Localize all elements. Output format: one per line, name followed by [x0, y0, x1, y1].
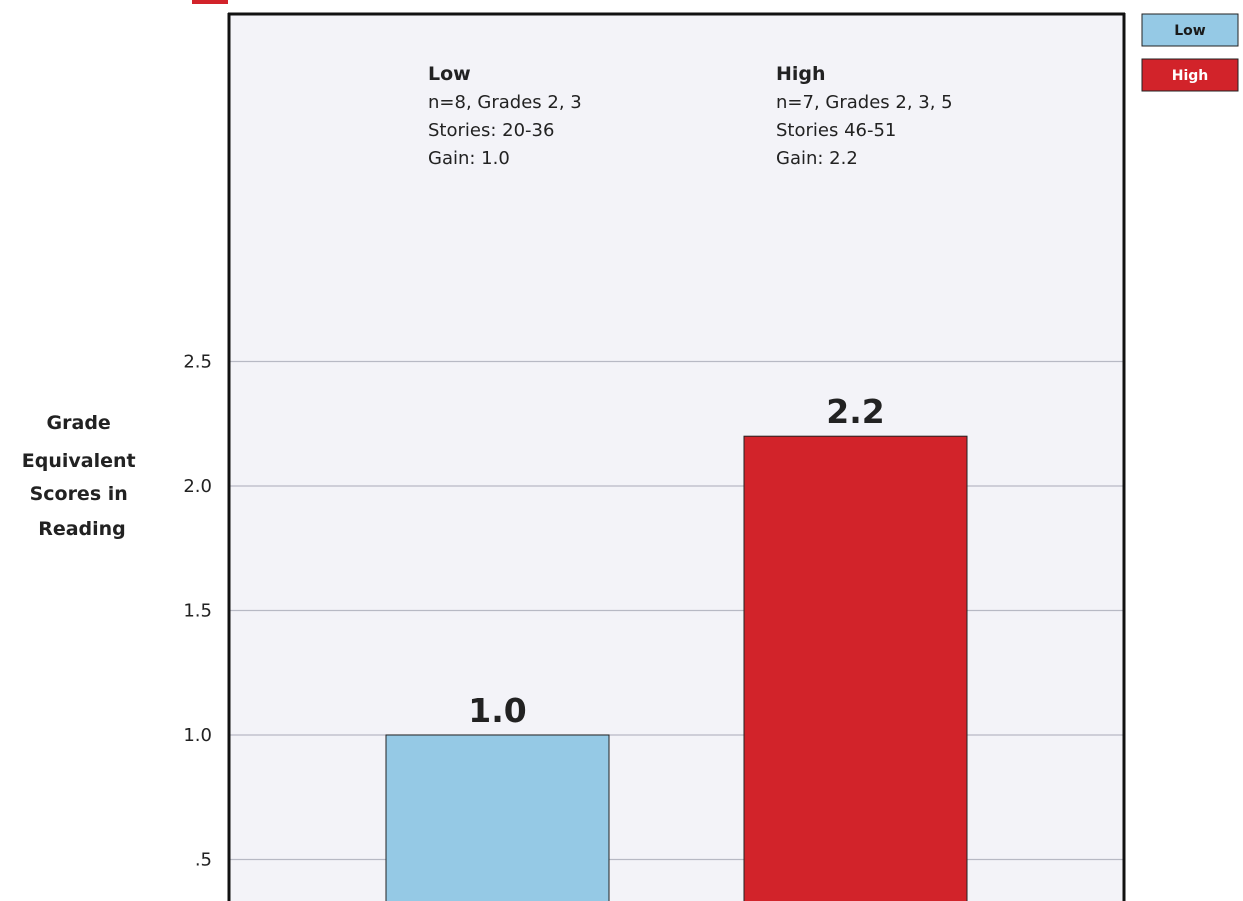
annotation-line: n=7, Grades 2, 3, 5: [776, 92, 953, 113]
annotation-title-high: High: [776, 63, 826, 85]
legend-label-high: High: [1172, 68, 1209, 84]
legend: Low High: [1141, 13, 1239, 92]
annotation-line: n=8, Grades 2, 3: [428, 92, 582, 113]
plot-area: [229, 14, 1124, 901]
y-axis-label-line: Scores in: [30, 483, 128, 505]
legend-label-low: Low: [1174, 23, 1206, 39]
y-tick-label: 1.0: [183, 725, 212, 746]
bar-low: [385, 734, 610, 901]
data-labels: 1.0 2.2: [468, 392, 884, 730]
y-tick-label: 2.5: [183, 352, 212, 373]
title-fragment: [192, 0, 228, 4]
y-tick-label: .5: [195, 850, 212, 871]
annotation-line: Stories 46-51: [776, 120, 896, 141]
group-annotations: Low n=8, Grades 2, 3 Stories: 20-36 Gain: 1…: [428, 63, 953, 169]
bars: [385, 435, 968, 901]
data-label-high: 2.2: [826, 392, 884, 431]
annotation-title-low: Low: [428, 63, 471, 85]
bar-high: [743, 435, 968, 901]
y-tick-label: 1.5: [183, 601, 212, 622]
annotation-line: Gain: 1.0: [428, 148, 510, 169]
y-axis-label: Grade Equivalent Scores in Reading: [22, 412, 142, 540]
y-axis-label-line: Grade: [47, 412, 111, 434]
y-axis-label-line: Equivalent: [22, 450, 136, 472]
y-axis-label-line: Reading: [38, 518, 126, 540]
y-axis-ticks: .5 1.0 1.5 2.0 2.5: [183, 352, 212, 871]
y-tick-label: 2.0: [183, 476, 212, 497]
gridlines: [229, 360, 1124, 861]
data-label-low: 1.0: [468, 691, 526, 730]
annotation-line: Stories: 20-36: [428, 120, 554, 141]
legend-swatch-high: [1141, 58, 1239, 92]
legend-swatch-low: [1141, 13, 1239, 47]
annotation-line: Gain: 2.2: [776, 148, 858, 169]
